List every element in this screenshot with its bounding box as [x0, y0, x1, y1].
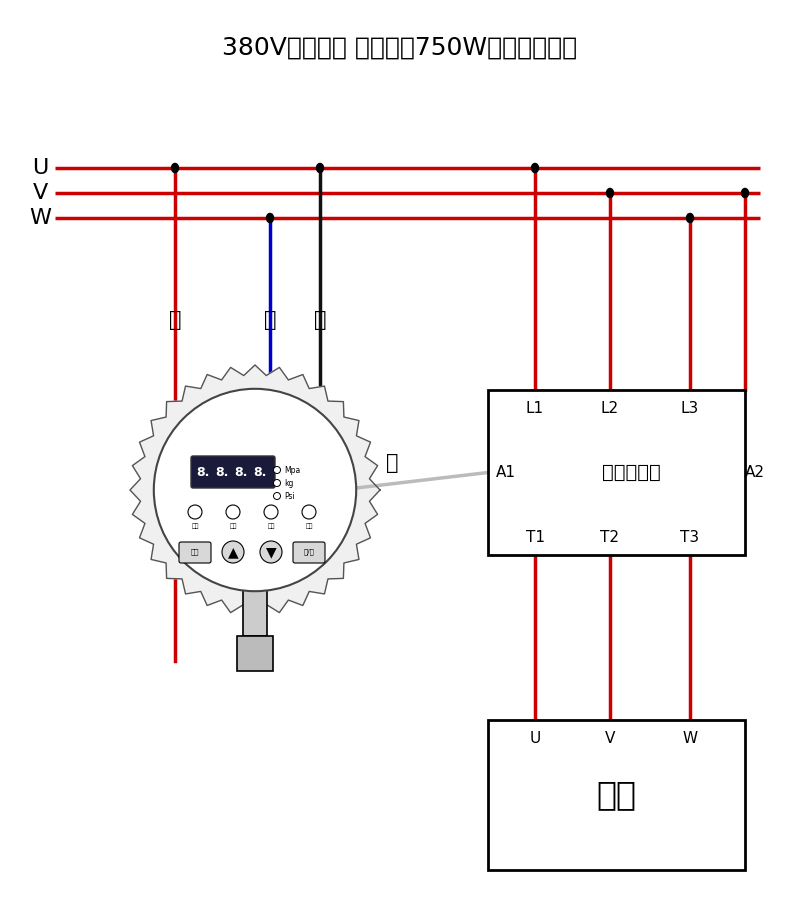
Circle shape	[260, 541, 282, 563]
Text: V: V	[605, 730, 615, 746]
FancyBboxPatch shape	[179, 542, 211, 563]
Polygon shape	[237, 636, 273, 670]
Text: 8.: 8.	[215, 466, 229, 479]
Text: U: U	[530, 730, 541, 746]
Bar	[488, 720, 745, 870]
Text: 上限: 上限	[230, 523, 237, 529]
Text: 设置: 设置	[190, 549, 199, 555]
Text: A1: A1	[496, 465, 516, 480]
Text: Mpa: Mpa	[284, 466, 300, 475]
Ellipse shape	[317, 163, 323, 172]
Text: kg: kg	[284, 479, 294, 488]
Text: 电源: 电源	[191, 523, 198, 529]
Circle shape	[188, 505, 202, 519]
Text: T3: T3	[681, 529, 699, 545]
Text: W: W	[29, 208, 51, 228]
Text: ▼: ▼	[266, 545, 276, 559]
Circle shape	[264, 505, 278, 519]
Text: T2: T2	[601, 529, 619, 545]
Text: 8.: 8.	[254, 466, 266, 479]
Text: ▲: ▲	[228, 545, 238, 559]
Text: U: U	[32, 158, 48, 178]
Circle shape	[222, 541, 244, 563]
Text: 380V三相供电 负载高于750W时连接示意图: 380V三相供电 负载高于750W时连接示意图	[222, 36, 578, 60]
Ellipse shape	[742, 188, 749, 197]
Polygon shape	[130, 365, 380, 615]
Circle shape	[274, 492, 281, 500]
Ellipse shape	[606, 188, 614, 197]
FancyBboxPatch shape	[293, 542, 325, 563]
Text: 黑: 黑	[314, 310, 326, 330]
Text: L1: L1	[526, 400, 544, 416]
Text: 8.: 8.	[234, 466, 248, 479]
Circle shape	[226, 505, 240, 519]
Text: L3: L3	[681, 400, 699, 416]
Text: 开/关: 开/关	[303, 549, 314, 555]
Text: Psi: Psi	[284, 491, 294, 501]
Circle shape	[274, 479, 281, 487]
Text: 电机: 电机	[597, 778, 637, 811]
Text: T1: T1	[526, 529, 545, 545]
Circle shape	[274, 467, 281, 474]
Text: 红: 红	[169, 310, 182, 330]
Text: 蓝: 蓝	[264, 310, 276, 330]
Text: A2: A2	[745, 465, 765, 480]
Bar	[488, 390, 745, 555]
Text: 8.: 8.	[196, 466, 210, 479]
Ellipse shape	[266, 214, 274, 222]
Ellipse shape	[171, 163, 178, 172]
Text: W: W	[682, 730, 698, 746]
Text: 交流接触器: 交流接触器	[602, 463, 661, 482]
Text: L2: L2	[601, 400, 619, 416]
Ellipse shape	[531, 163, 538, 172]
Text: 运行: 运行	[306, 523, 313, 529]
Circle shape	[154, 389, 356, 591]
Text: V: V	[32, 183, 48, 203]
FancyBboxPatch shape	[191, 456, 275, 488]
Ellipse shape	[686, 214, 694, 222]
Text: 下限: 下限	[267, 523, 274, 529]
Circle shape	[302, 505, 316, 519]
Text: 白: 白	[386, 453, 398, 473]
Polygon shape	[243, 587, 267, 636]
